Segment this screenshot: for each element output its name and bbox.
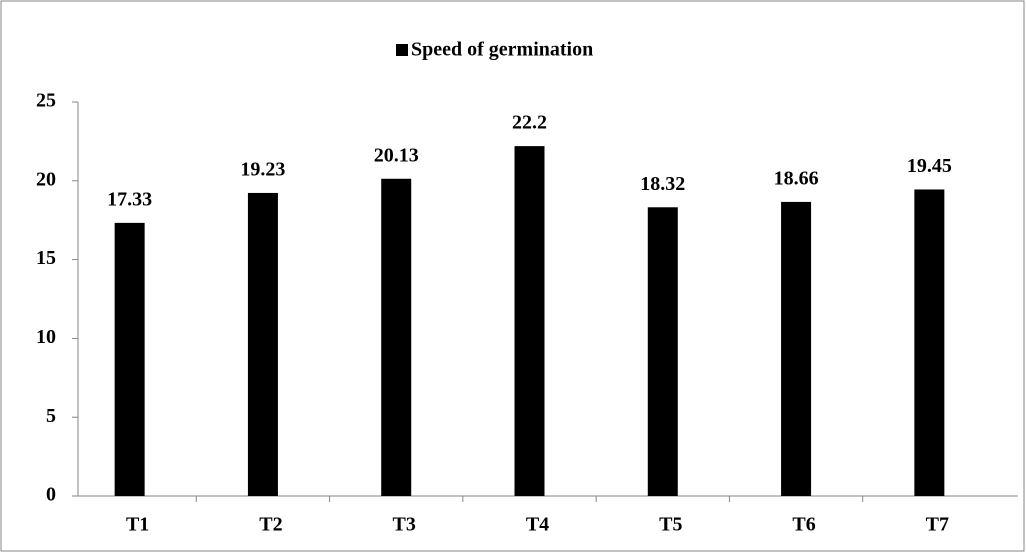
legend-label: Speed of germination xyxy=(411,39,593,61)
bar xyxy=(381,178,412,496)
legend-swatch xyxy=(396,44,408,56)
bar xyxy=(514,146,545,497)
x-tick-label: T6 xyxy=(792,514,815,536)
bar xyxy=(114,222,145,496)
x-tick-label: T4 xyxy=(526,514,549,536)
y-tick-label: 25 xyxy=(36,90,56,112)
bar xyxy=(647,207,678,496)
data-label: 19.23 xyxy=(240,159,285,181)
y-tick-label: 5 xyxy=(46,405,56,427)
data-label: 18.66 xyxy=(774,168,819,190)
bar xyxy=(914,189,945,496)
x-tick-label: T2 xyxy=(259,514,282,536)
y-tick-label: 0 xyxy=(46,484,56,506)
data-label: 20.13 xyxy=(374,144,419,166)
y-tick-label: 10 xyxy=(36,326,56,348)
bar xyxy=(247,192,278,497)
y-tick-label: 20 xyxy=(36,168,56,190)
data-label: 17.33 xyxy=(107,188,152,210)
y-tick-label: 15 xyxy=(36,247,56,269)
data-label: 18.32 xyxy=(640,173,685,195)
x-tick-label: T1 xyxy=(126,514,149,536)
x-tick-label: T3 xyxy=(393,514,416,536)
data-label: 22.2 xyxy=(512,112,547,134)
data-label: 19.45 xyxy=(907,155,952,177)
x-tick-label: T7 xyxy=(926,514,949,536)
bar xyxy=(781,201,812,496)
x-tick-label: T5 xyxy=(659,514,682,536)
